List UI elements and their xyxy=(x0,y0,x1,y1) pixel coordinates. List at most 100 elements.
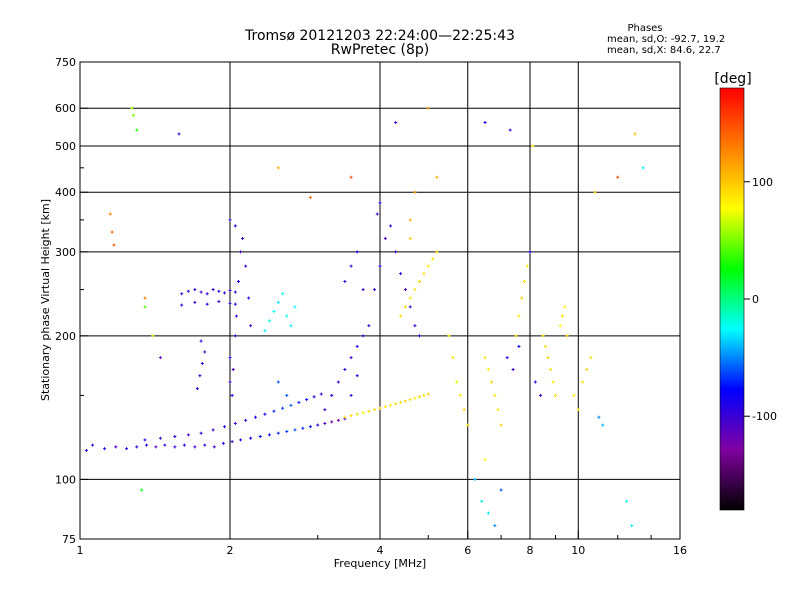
data-point xyxy=(316,423,320,427)
data-point xyxy=(211,428,215,432)
data-point xyxy=(480,499,484,503)
data-point xyxy=(108,212,112,216)
data-point xyxy=(399,314,403,318)
data-point xyxy=(355,412,359,416)
data-point xyxy=(199,339,203,343)
data-point xyxy=(403,288,407,292)
data-point xyxy=(486,367,490,371)
data-point xyxy=(231,367,235,371)
data-point xyxy=(355,250,359,254)
data-point xyxy=(272,409,276,413)
data-point xyxy=(511,367,515,371)
x-tick-label-4: 4 xyxy=(377,544,384,557)
data-point xyxy=(499,423,503,427)
data-point xyxy=(230,440,234,444)
data-point xyxy=(505,356,509,360)
data-point xyxy=(394,402,398,406)
colorbar-tick-label-0: 0 xyxy=(752,293,759,306)
colorbar-gradient xyxy=(719,87,745,511)
data-point xyxy=(336,380,340,384)
data-point xyxy=(408,296,412,300)
data-point xyxy=(408,305,412,309)
data-point xyxy=(239,438,243,442)
data-point xyxy=(91,443,95,447)
data-point xyxy=(158,356,162,360)
data-point xyxy=(394,250,398,254)
data-point xyxy=(389,403,393,407)
x-tick-label-1: 1 xyxy=(77,544,84,557)
data-point xyxy=(490,380,494,384)
data-point xyxy=(112,243,116,247)
data-point xyxy=(308,425,312,429)
data-point xyxy=(221,441,225,445)
data-point xyxy=(244,264,248,268)
data-point xyxy=(375,212,379,216)
data-point xyxy=(541,334,545,338)
data-point xyxy=(233,302,237,306)
data-point xyxy=(125,447,129,451)
data-point xyxy=(367,324,371,328)
data-point xyxy=(378,264,382,268)
data-point xyxy=(297,400,301,404)
data-point xyxy=(312,395,316,399)
data-point xyxy=(426,392,430,396)
data-point xyxy=(293,428,297,432)
phases-mean-o: mean, sd,O: -92.7, 19.2 xyxy=(607,34,725,45)
data-point xyxy=(408,398,412,402)
data-point xyxy=(200,361,204,365)
data-point xyxy=(186,433,190,437)
data-point xyxy=(466,423,470,427)
data-point xyxy=(426,106,430,110)
data-point xyxy=(630,524,634,528)
data-point xyxy=(517,314,521,318)
data-point xyxy=(308,195,312,199)
data-point xyxy=(496,408,500,412)
data-point xyxy=(205,302,209,306)
y-tick-label-100: 100 xyxy=(55,473,76,486)
data-point xyxy=(349,414,353,418)
data-point xyxy=(493,524,497,528)
chart-subtitle: RwPretec (8p) xyxy=(331,42,429,58)
data-point xyxy=(247,296,251,300)
data-point xyxy=(228,380,232,384)
data-point xyxy=(483,121,487,125)
x-tick-label-8: 8 xyxy=(527,544,534,557)
data-point xyxy=(233,334,237,338)
data-point xyxy=(483,458,487,462)
data-point xyxy=(361,411,365,415)
y-tick-label-400: 400 xyxy=(55,186,76,199)
data-point xyxy=(217,289,221,293)
data-point xyxy=(272,309,276,313)
data-point xyxy=(451,356,455,360)
data-point xyxy=(158,436,162,440)
data-point xyxy=(601,423,605,427)
data-point xyxy=(413,396,417,400)
colorbar: [deg] 100 0 -100 xyxy=(714,71,777,511)
data-point xyxy=(236,279,240,283)
data-point xyxy=(323,408,327,412)
data-point xyxy=(258,435,262,439)
data-point xyxy=(293,305,297,309)
data-point xyxy=(281,406,285,410)
data-point xyxy=(641,166,645,170)
data-point xyxy=(217,300,221,304)
data-point xyxy=(553,393,557,397)
data-point xyxy=(597,415,601,419)
data-point xyxy=(576,408,580,412)
data-point xyxy=(616,175,620,179)
data-point xyxy=(267,319,271,323)
data-point xyxy=(285,430,289,434)
data-point xyxy=(130,106,134,110)
data-point xyxy=(361,334,365,338)
x-tick-label-2: 2 xyxy=(227,544,234,557)
data-point xyxy=(544,344,548,348)
data-point xyxy=(233,290,237,294)
data-point xyxy=(212,445,216,449)
data-point xyxy=(343,279,347,283)
data-point xyxy=(319,392,323,396)
data-point xyxy=(589,356,593,360)
data-point xyxy=(572,393,576,397)
data-point xyxy=(195,387,199,391)
data-point xyxy=(373,288,377,292)
y-tick-label-750: 750 xyxy=(55,56,76,69)
